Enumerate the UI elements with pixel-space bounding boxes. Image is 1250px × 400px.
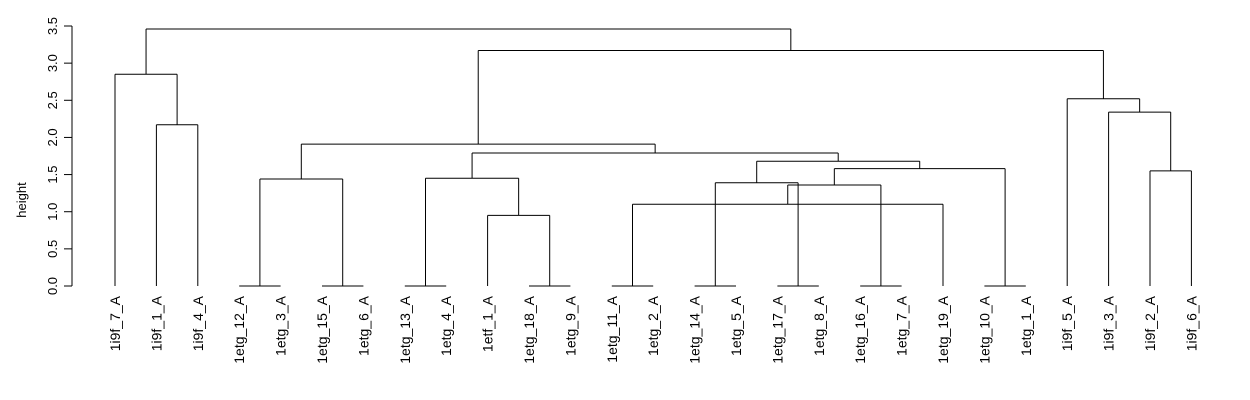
leaf-label: 1etg_13_A xyxy=(397,295,413,363)
leaf-label: 1i9f_3_A xyxy=(1101,295,1117,351)
leaf-label: 1etg_10_A xyxy=(976,295,992,363)
leaf-label: 1i9f_7_A xyxy=(107,295,123,351)
leaf-label: 1etg_17_A xyxy=(769,295,785,363)
leaf-label: 1i9f_1_A xyxy=(148,295,164,351)
leaf-label: 1etg_5_A xyxy=(728,295,744,356)
y-tick-label: 0.5 xyxy=(45,240,60,258)
y-tick-label: 2.0 xyxy=(45,128,60,146)
leaf-labels: 1i9f_7_A 1i9f_1_A 1i9f_4_A 1etg_12_A 1etg_3_… xyxy=(107,295,1199,363)
leaf-label: 1i9f_2_A xyxy=(1142,295,1158,351)
leaf-label: 1etg_19_A xyxy=(935,295,951,363)
leaf-label: 1etg_9_A xyxy=(562,295,578,356)
leaf-label: 1i9f_5_A xyxy=(1059,295,1075,351)
leaf-label: 1etg_18_A xyxy=(521,295,537,363)
y-tick-label: 3.5 xyxy=(45,17,60,35)
leaf-label: 1etg_4_A xyxy=(438,295,454,356)
y-tick-label: 1.0 xyxy=(45,203,60,221)
leaf-label: 1etg_11_A xyxy=(604,295,620,362)
y-axis-label: height xyxy=(14,182,29,218)
dendrogram-tree xyxy=(114,28,1192,287)
leaf-label: 1i9f_6_A xyxy=(1183,295,1199,351)
leaf-label: 1i9f_4_A xyxy=(190,295,206,351)
leaf-label: 1etg_6_A xyxy=(355,295,371,356)
y-tick-label: 1.5 xyxy=(45,166,60,184)
leaf-label: 1etf_1_A xyxy=(480,295,496,352)
leaf-label: 1etg_14_A xyxy=(687,295,703,363)
leaf-label: 1etg_12_A xyxy=(231,295,247,363)
leaf-label: 1etg_3_A xyxy=(273,295,289,356)
y-tick-label: 0.0 xyxy=(45,277,60,295)
leaf-label: 1etg_15_A xyxy=(314,295,330,363)
leaf-label: 1etg_16_A xyxy=(852,295,868,363)
y-axis: 0.0 0.5 1.0 1.5 2.0 2.5 3.0 3.5 xyxy=(45,17,73,295)
leaf-label: 1etg_2_A xyxy=(645,295,661,356)
leaf-label: 1etg_8_A xyxy=(811,295,827,356)
y-tick-label: 3.0 xyxy=(45,54,60,72)
y-tick-label: 2.5 xyxy=(45,91,60,109)
y-ticks: 0.0 0.5 1.0 1.5 2.0 2.5 3.0 3.5 xyxy=(45,17,72,295)
leaf-label: 1etg_1_A xyxy=(1018,295,1034,356)
leaf-label: 1etg_7_A xyxy=(894,295,910,356)
